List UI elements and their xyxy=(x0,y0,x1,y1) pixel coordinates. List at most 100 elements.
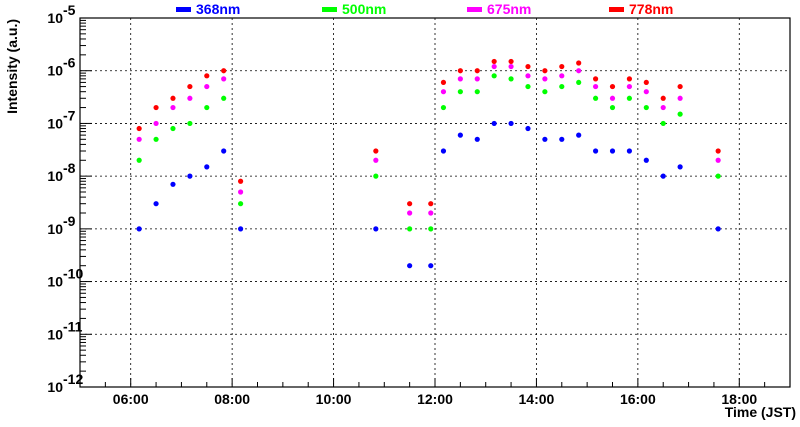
data-point xyxy=(643,89,649,95)
x-axis-title: Time (JST) xyxy=(725,404,796,420)
data-point xyxy=(660,173,666,179)
legend-label: 500nm xyxy=(342,1,386,17)
legend-swatch xyxy=(609,7,624,12)
y-tick-label: 10 xyxy=(47,326,63,342)
data-point xyxy=(626,83,633,90)
data-point xyxy=(153,104,159,111)
data-point xyxy=(559,73,565,79)
data-point xyxy=(677,95,683,101)
y-tick-base: 10 xyxy=(47,63,63,79)
data-point xyxy=(457,76,463,82)
x-tick-label: 14:00 xyxy=(519,391,555,407)
data-point xyxy=(204,83,210,90)
data-point xyxy=(525,73,531,79)
data-point xyxy=(457,132,463,138)
y-tick-exponent: -7 xyxy=(63,107,76,123)
data-point xyxy=(542,136,548,142)
data-point xyxy=(559,63,565,70)
data-points xyxy=(136,58,721,269)
y-tick-exponent: -5 xyxy=(63,2,76,18)
y-tick-base: 10 xyxy=(47,326,63,342)
legend: 368nm 500nm 675nm 778nm xyxy=(176,1,673,17)
x-tick-label: 06:00 xyxy=(113,391,149,407)
y-tick-base: 10 xyxy=(47,168,63,184)
data-point xyxy=(407,226,413,232)
data-point xyxy=(508,63,514,70)
data-point xyxy=(407,210,413,216)
data-point xyxy=(237,189,244,195)
data-point xyxy=(187,95,193,101)
y-tick-label: 10 xyxy=(47,115,63,131)
data-point xyxy=(170,181,176,187)
data-point xyxy=(592,76,599,82)
data-point xyxy=(643,104,649,111)
data-point xyxy=(715,148,721,154)
data-point xyxy=(643,79,649,86)
legend-swatch xyxy=(467,7,482,12)
data-point xyxy=(407,201,413,207)
data-point xyxy=(187,120,193,127)
y-tick-label: 10 xyxy=(47,221,63,237)
y-tick-exponent: -9 xyxy=(63,213,76,229)
y-tick-base: 10 xyxy=(47,221,63,237)
data-point xyxy=(204,164,210,170)
grid-lines xyxy=(80,18,790,387)
data-point xyxy=(428,201,434,207)
data-point xyxy=(407,263,413,269)
x-tick-label: 12:00 xyxy=(417,391,453,407)
data-point xyxy=(491,73,497,79)
data-point xyxy=(373,148,379,154)
legend-label: 778nm xyxy=(629,1,673,17)
data-point xyxy=(440,89,447,95)
data-point xyxy=(474,68,480,74)
data-point xyxy=(221,68,227,74)
data-point xyxy=(153,120,159,127)
x-tick-label: 18:00 xyxy=(721,391,757,407)
data-point xyxy=(559,83,565,90)
data-point xyxy=(204,73,210,79)
x-tick-label: 10:00 xyxy=(316,391,352,407)
data-point xyxy=(153,136,159,142)
data-point xyxy=(221,76,227,82)
data-point xyxy=(677,111,683,117)
data-point xyxy=(373,226,379,232)
y-tick-label: 10 xyxy=(47,379,63,395)
data-point xyxy=(237,226,244,232)
legend-swatch xyxy=(176,7,191,12)
x-tick-label: 08:00 xyxy=(214,391,250,407)
data-point xyxy=(609,95,616,101)
y-tick-label: 10 xyxy=(47,10,63,26)
data-point xyxy=(576,60,582,66)
y-tick-base: 10 xyxy=(47,274,63,290)
data-point xyxy=(677,164,683,170)
data-point xyxy=(373,173,379,179)
data-point xyxy=(170,125,176,132)
y-tick-base: 10 xyxy=(47,10,63,26)
y-tick-base: 10 xyxy=(47,379,63,395)
data-point xyxy=(525,83,531,90)
data-point xyxy=(440,104,447,111)
x-tick-label: 16:00 xyxy=(620,391,656,407)
series-778nm xyxy=(136,58,721,207)
data-point xyxy=(592,83,599,90)
data-point xyxy=(660,95,666,101)
axis-ticks xyxy=(79,17,791,388)
data-point xyxy=(525,125,531,132)
data-point xyxy=(221,95,227,101)
data-point xyxy=(457,89,463,95)
data-point xyxy=(542,68,548,74)
data-point xyxy=(136,226,142,232)
y-tick-exponent: -12 xyxy=(63,371,83,387)
data-point xyxy=(440,79,447,86)
data-point xyxy=(576,132,582,138)
data-point xyxy=(508,120,514,127)
y-tick-exponent: -6 xyxy=(63,55,76,71)
data-point xyxy=(474,136,480,142)
data-point xyxy=(457,68,463,74)
data-point xyxy=(609,83,616,90)
data-point xyxy=(626,148,633,154)
series-675nm xyxy=(136,63,721,216)
data-point xyxy=(715,226,721,232)
